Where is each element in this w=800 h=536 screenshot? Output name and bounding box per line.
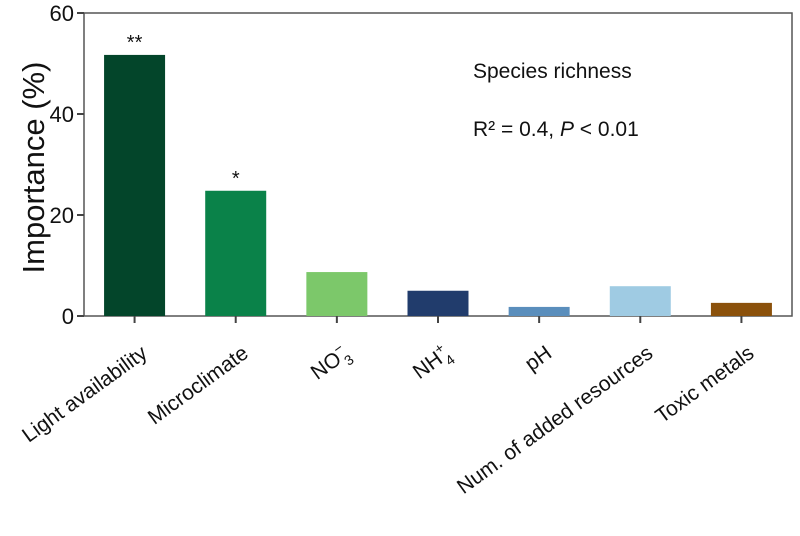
bar xyxy=(508,306,570,316)
bar xyxy=(306,272,368,316)
bar xyxy=(205,190,267,316)
x-tick-label: Light availability xyxy=(18,341,152,447)
significance-label: * xyxy=(232,168,240,190)
p-value-text: < 0.01 xyxy=(574,118,639,141)
y-tick-label: 20 xyxy=(50,203,74,228)
significance-label: ** xyxy=(127,32,143,54)
plot-frame xyxy=(83,12,793,317)
bar xyxy=(710,302,772,316)
bar xyxy=(407,290,469,316)
y-axis-label: Importance (%) xyxy=(16,62,51,274)
y-tick-label: 60 xyxy=(50,1,74,26)
y-tick-label: 40 xyxy=(50,102,74,127)
bar xyxy=(609,286,671,316)
p-label: P xyxy=(560,118,574,141)
r2-text: R² = 0.4, xyxy=(473,118,560,141)
chart-title: Species richness xyxy=(473,60,632,83)
bar xyxy=(104,54,166,316)
x-tick-label: pH xyxy=(521,341,556,375)
x-tick-label: Num. of added resources xyxy=(453,341,657,498)
x-tick-label: NO−3 xyxy=(304,338,357,388)
bars: *** xyxy=(104,32,772,316)
x-tick-label: Toxic metals xyxy=(651,341,758,428)
y-axis: 0 20 40 60 xyxy=(50,1,84,329)
y-tick-label: 0 xyxy=(62,304,74,329)
x-tick-label: NH+4 xyxy=(406,338,458,388)
stats-annotation: R² = 0.4, P < 0.01 xyxy=(473,118,639,141)
x-tick-label: Microclimate xyxy=(144,341,253,429)
